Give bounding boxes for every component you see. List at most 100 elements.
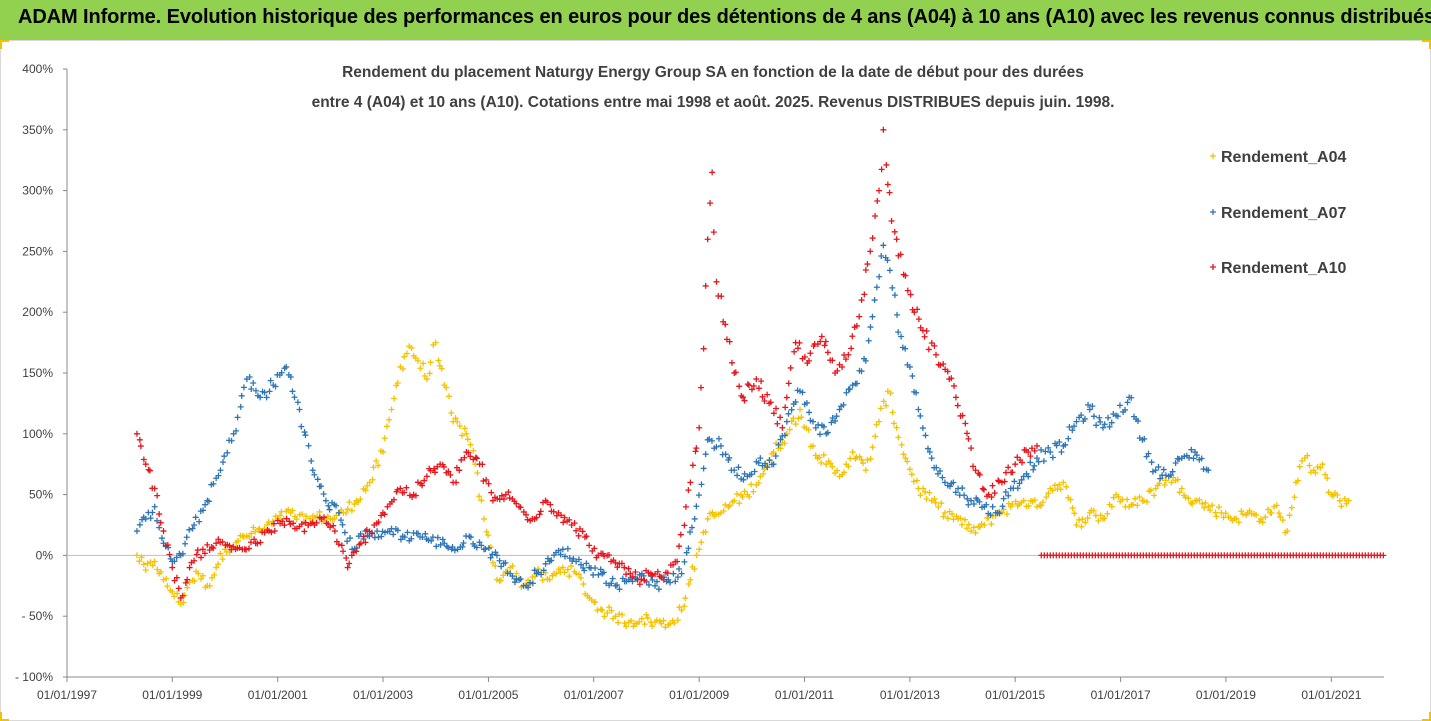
data-point-interp: [820, 423, 827, 430]
data-point-interp: [184, 584, 191, 591]
data-point-interp: [1343, 500, 1350, 507]
data-point-interp: [1157, 475, 1164, 482]
data-point-interp: [700, 465, 707, 472]
data-point-interp: [629, 573, 636, 580]
data-point-interp: [1038, 502, 1044, 509]
data-point-interp: [1134, 418, 1141, 425]
data-point: [753, 376, 760, 383]
data-point-interp: [923, 327, 930, 334]
data-point-interp: [1196, 496, 1203, 503]
data-point-interp: [243, 546, 250, 553]
data-point-interp: [1031, 447, 1038, 454]
data-point-interp: [867, 455, 874, 462]
data-point-interp: [697, 384, 704, 391]
data-point-interp: [646, 581, 653, 588]
data-point-interp: [452, 415, 459, 422]
data-point-interp: [1108, 503, 1115, 510]
data-point: [388, 406, 395, 413]
data-point-interp: [735, 464, 742, 471]
chart-frame: 400% 350% 300% 250% 200% 150% 100% 50% 0% - 50% - …: [0, 40, 1431, 721]
data-point: [902, 455, 909, 462]
data-point-interp: [880, 398, 887, 405]
data-point-interp: [1084, 515, 1091, 522]
series-Rendement_A10: [133, 126, 1387, 601]
data-point-interp: [758, 378, 765, 385]
data-point-interp: [839, 363, 846, 370]
data-point: [217, 467, 224, 474]
data-point-interp: [204, 541, 211, 548]
data-point-interp: [505, 489, 512, 496]
data-point-interp: [761, 466, 768, 473]
data-point: [493, 552, 500, 559]
data-point-interp: [867, 324, 874, 331]
data-point-interp: [1090, 507, 1097, 514]
data-point-interp: [270, 520, 277, 527]
data-point-interp: [926, 448, 933, 455]
data-point-interp: [542, 560, 549, 567]
data-point-interp: [601, 613, 608, 620]
data-point-interp: [616, 586, 623, 593]
data-point-interp: [1078, 412, 1085, 419]
data-point-interp: [210, 480, 217, 487]
data-point-interp: [278, 369, 285, 376]
data-point-interp: [157, 519, 164, 526]
data-point-interp: [573, 527, 580, 534]
data-point: [928, 455, 935, 462]
data-point-interp: [370, 464, 377, 471]
data-point-interp: [707, 200, 714, 207]
data-point-interp: [325, 521, 332, 528]
data-point-interp: [397, 536, 404, 543]
data-point-interp: [489, 559, 496, 566]
data-point-interp: [238, 392, 245, 399]
data-point-interp: [1169, 468, 1176, 475]
x-tick-label: 01/01/2019: [1196, 688, 1256, 702]
data-point-interp: [337, 517, 344, 524]
data-point-interp: [1030, 466, 1037, 473]
data-point: [867, 248, 874, 255]
data-point-interp: [344, 506, 351, 513]
data-point-interp: [962, 420, 969, 427]
data-point: [678, 570, 685, 577]
data-point: [818, 333, 825, 340]
data-point-interp: [736, 383, 743, 390]
data-point-interp: [186, 526, 193, 533]
data-point-interp: [1306, 462, 1313, 469]
data-point-interp: [1005, 492, 1012, 499]
data-point-interp: [467, 441, 474, 448]
data-point-interp: [698, 539, 705, 546]
data-point-interp: [555, 547, 562, 554]
data-point-interp: [326, 506, 333, 513]
data-point: [876, 418, 883, 425]
data-point-interp: [614, 582, 621, 589]
data-point-interp: [702, 282, 709, 289]
data-point-interp: [597, 566, 604, 573]
data-point-interp: [948, 375, 955, 382]
data-point-interp: [963, 430, 970, 437]
data-point-interp: [164, 583, 171, 590]
data-point: [415, 530, 422, 537]
data-point: [981, 522, 988, 528]
data-point-interp: [824, 349, 831, 356]
data-point-interp: [513, 570, 520, 577]
data-point-interp: [1199, 500, 1206, 507]
data-point-interp: [511, 579, 518, 586]
data-point-interp: [157, 568, 164, 575]
data-point-interp: [858, 368, 865, 375]
data-point: [397, 485, 404, 492]
data-point-interp: [653, 617, 660, 624]
data-point-interp: [806, 409, 813, 416]
data-point-interp: [1049, 487, 1056, 494]
data-point-interp: [476, 539, 483, 546]
data-point-interp: [976, 524, 983, 531]
y-tick-label: 400%: [22, 62, 53, 76]
data-point-interp: [533, 514, 540, 521]
data-point-interp: [564, 545, 571, 552]
data-point: [660, 576, 667, 583]
data-point-interp: [1019, 459, 1026, 466]
data-point-interp: [1101, 421, 1108, 428]
data-point-interp: [983, 501, 990, 508]
data-point-interp: [1185, 495, 1192, 502]
data-point-interp: [456, 422, 463, 429]
data-point-interp: [408, 535, 415, 542]
data-point: [687, 479, 694, 486]
